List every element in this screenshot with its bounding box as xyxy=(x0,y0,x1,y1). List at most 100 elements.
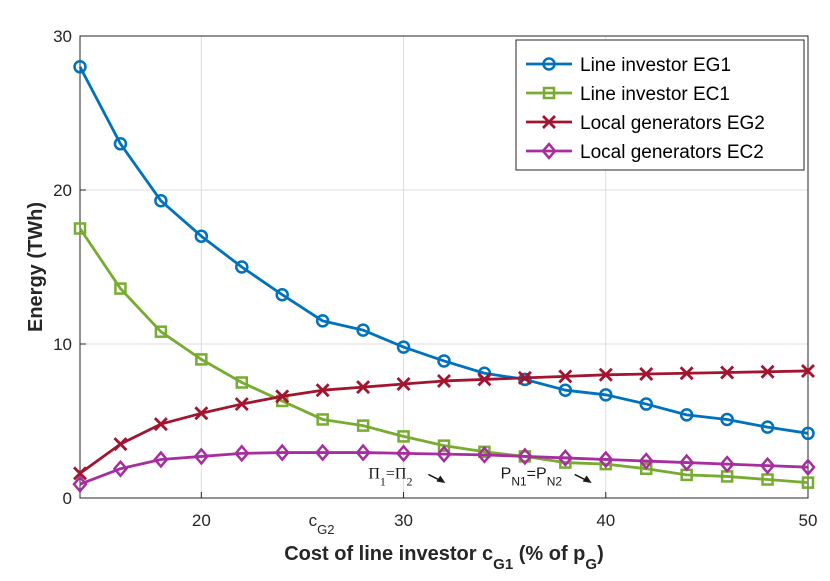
x-tick-label: 50 xyxy=(799,511,818,530)
data-point xyxy=(112,459,129,478)
annotation-pn: PN1=PN2 xyxy=(501,465,563,488)
data-point xyxy=(719,455,735,474)
data-point xyxy=(598,367,613,382)
data-point xyxy=(679,366,694,381)
data-point xyxy=(801,426,815,441)
data-point xyxy=(397,430,410,443)
legend: Line investor EG1 Line investor EC1 Local … xyxy=(515,39,805,171)
y-tick-label: 0 xyxy=(63,489,72,508)
data-point xyxy=(759,456,776,475)
data-point xyxy=(396,340,411,354)
legend-label: Local generators EG2 xyxy=(580,113,765,134)
data-point xyxy=(599,388,613,402)
data-point xyxy=(437,439,451,452)
data-point xyxy=(801,363,815,378)
data-point xyxy=(639,367,654,382)
x-tick-label: 40 xyxy=(596,511,615,530)
data-point xyxy=(437,373,451,388)
data-point xyxy=(557,449,573,467)
series-1 xyxy=(73,60,815,441)
legend-item: Line investor EC1 xyxy=(526,84,730,105)
legend-label: Local generators EC2 xyxy=(580,142,764,163)
data-point xyxy=(638,452,654,470)
data-point xyxy=(720,412,734,427)
data-point xyxy=(517,370,532,385)
data-point xyxy=(395,444,412,463)
data-point xyxy=(154,194,168,208)
annotation-cg2: cG2 xyxy=(309,511,335,537)
data-point xyxy=(72,475,88,494)
series-layer xyxy=(72,60,816,494)
data-point xyxy=(517,447,533,466)
y-tick-label: 20 xyxy=(53,181,72,200)
data-point xyxy=(356,380,371,395)
legend-item: Local generators EG2 xyxy=(526,113,765,134)
data-point xyxy=(114,282,127,295)
data-point xyxy=(639,462,653,475)
data-point xyxy=(153,417,168,432)
data-point xyxy=(476,445,493,464)
data-point xyxy=(679,408,694,422)
data-point xyxy=(315,314,330,328)
axis-titles: Cost of line investor cG1 (% of pG) Energ… xyxy=(25,202,604,573)
data-point xyxy=(315,443,331,462)
annotation-pi: Π1=Π2 xyxy=(368,465,412,488)
data-point xyxy=(315,383,330,398)
data-point xyxy=(355,443,371,462)
legend-item: Local generators EC2 xyxy=(526,142,764,163)
data-point xyxy=(234,444,250,463)
series-3 xyxy=(73,363,815,481)
axis-ticks: 20 30 40 50 0 10 20 30 xyxy=(53,27,817,530)
data-point xyxy=(558,369,573,384)
x-axis-title: Cost of line investor cG1 (% of pG) xyxy=(284,543,604,573)
data-point xyxy=(194,406,209,421)
data-point xyxy=(235,260,249,274)
data-point xyxy=(275,389,290,404)
data-point xyxy=(437,354,451,368)
data-point xyxy=(235,376,249,389)
data-point xyxy=(274,443,290,462)
data-point xyxy=(679,453,695,472)
annotations: cG2 Π1=Π2 PN1=PN2 xyxy=(309,465,592,537)
x-tick-label: 30 xyxy=(394,511,413,530)
x-tick-label: 20 xyxy=(192,511,211,530)
data-point xyxy=(234,397,249,412)
data-point xyxy=(356,323,370,337)
data-point xyxy=(195,353,208,366)
series-line xyxy=(79,451,809,486)
plot-frame xyxy=(79,35,809,499)
legend-box xyxy=(515,39,805,171)
data-point xyxy=(801,476,815,489)
data-point xyxy=(436,445,452,464)
data-point xyxy=(193,447,209,466)
y-tick-label: 30 xyxy=(53,27,72,46)
data-point xyxy=(113,137,128,151)
data-point xyxy=(598,450,614,469)
data-point xyxy=(73,222,87,235)
data-point xyxy=(720,365,735,380)
data-point xyxy=(154,325,168,338)
data-point xyxy=(113,437,128,452)
data-point xyxy=(542,57,556,71)
annotation-arrowhead xyxy=(436,475,446,483)
data-point xyxy=(800,458,816,477)
data-point xyxy=(760,420,775,434)
data-point xyxy=(73,466,87,481)
data-point xyxy=(542,86,556,100)
data-point xyxy=(73,60,87,74)
legend-label: Line investor EG1 xyxy=(580,55,731,76)
data-point xyxy=(356,419,370,432)
data-point xyxy=(396,377,411,392)
data-point xyxy=(477,372,492,387)
data-point xyxy=(541,142,557,160)
annotation-arrowhead xyxy=(582,475,592,483)
y-axis-title: Energy (TWh) xyxy=(25,202,47,332)
data-point xyxy=(153,450,169,469)
series-4 xyxy=(72,443,816,494)
data-point xyxy=(639,397,653,411)
series-line xyxy=(78,66,809,435)
legend-item: Line investor EG1 xyxy=(526,55,731,76)
data-point xyxy=(316,413,329,426)
data-point xyxy=(275,287,289,302)
